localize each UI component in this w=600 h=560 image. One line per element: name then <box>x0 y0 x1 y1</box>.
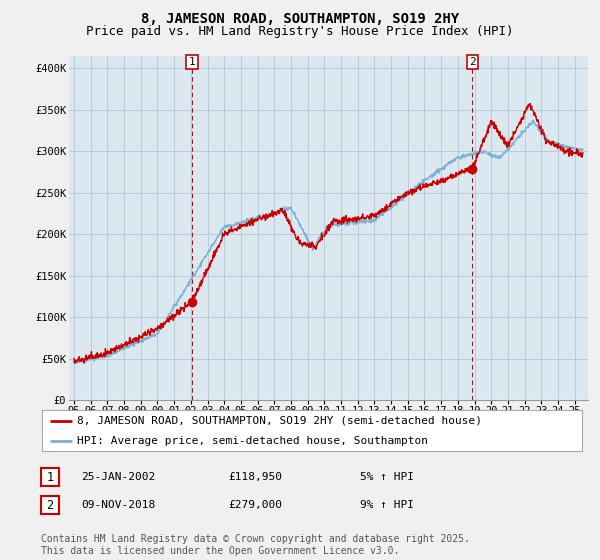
Text: £118,950: £118,950 <box>228 472 282 482</box>
Text: 8, JAMESON ROAD, SOUTHAMPTON, SO19 2HY: 8, JAMESON ROAD, SOUTHAMPTON, SO19 2HY <box>141 12 459 26</box>
Text: Contains HM Land Registry data © Crown copyright and database right 2025.
This d: Contains HM Land Registry data © Crown c… <box>41 534 470 556</box>
Text: 2: 2 <box>469 57 476 67</box>
Text: 2: 2 <box>46 498 53 512</box>
Text: 09-NOV-2018: 09-NOV-2018 <box>81 500 155 510</box>
Text: Price paid vs. HM Land Registry's House Price Index (HPI): Price paid vs. HM Land Registry's House … <box>86 25 514 38</box>
Text: 25-JAN-2002: 25-JAN-2002 <box>81 472 155 482</box>
Text: 5% ↑ HPI: 5% ↑ HPI <box>360 472 414 482</box>
Text: HPI: Average price, semi-detached house, Southampton: HPI: Average price, semi-detached house,… <box>77 436 428 446</box>
Text: 9% ↑ HPI: 9% ↑ HPI <box>360 500 414 510</box>
Text: 8, JAMESON ROAD, SOUTHAMPTON, SO19 2HY (semi-detached house): 8, JAMESON ROAD, SOUTHAMPTON, SO19 2HY (… <box>77 416 482 426</box>
Text: £279,000: £279,000 <box>228 500 282 510</box>
Text: 1: 1 <box>188 57 196 67</box>
Text: 1: 1 <box>46 470 53 484</box>
